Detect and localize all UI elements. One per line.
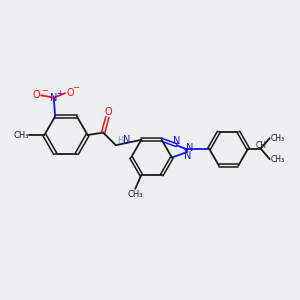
Text: O: O (66, 88, 74, 98)
Text: CH₃: CH₃ (128, 190, 143, 199)
Text: −: − (41, 86, 48, 95)
Text: N: N (173, 136, 181, 146)
Text: CH: CH (255, 141, 266, 150)
Text: N: N (123, 135, 130, 146)
Text: N: N (186, 143, 193, 153)
Text: H: H (117, 136, 123, 145)
Text: N: N (184, 151, 191, 161)
Text: CH₃: CH₃ (270, 155, 285, 164)
Text: N: N (50, 93, 57, 103)
Text: +: + (56, 89, 63, 98)
Text: CH₃: CH₃ (270, 134, 285, 143)
Text: O: O (104, 106, 112, 117)
Text: O: O (32, 90, 40, 100)
Text: −: − (72, 83, 79, 92)
Text: CH₃: CH₃ (14, 130, 29, 140)
